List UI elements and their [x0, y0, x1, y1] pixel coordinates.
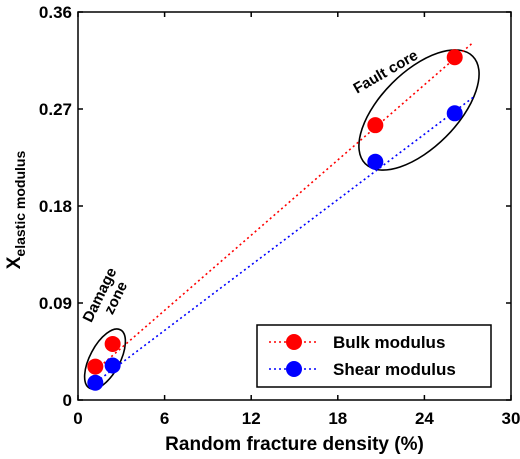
legend-marker	[286, 361, 302, 377]
x-axis-title: Random fracture density (%)	[165, 434, 424, 455]
damage-zone-ellipse	[83, 328, 127, 390]
legend: Bulk modulus Shear modulus	[256, 324, 492, 388]
x-tick-label: 24	[415, 409, 434, 428]
y-tick-label: 0	[63, 391, 72, 410]
trend-lines	[91, 41, 474, 386]
y-axis-title-sub: elastic modulus	[12, 151, 28, 257]
x-tick-label: 18	[328, 409, 347, 428]
data-point	[446, 49, 463, 66]
legend-label: Bulk modulus	[333, 333, 445, 352]
y-tick-label: 0.09	[39, 294, 72, 313]
y-tick-label: 0.27	[39, 100, 72, 119]
legend-label: Shear modulus	[333, 360, 456, 379]
data-point	[87, 358, 104, 375]
y-tick-label: 0.36	[39, 3, 72, 22]
legend-marker	[286, 334, 302, 350]
trend-line	[91, 41, 474, 374]
data-point	[87, 374, 104, 391]
fault-core-ellipse	[358, 49, 480, 171]
data-point	[104, 335, 121, 352]
y-axis-title-main: X	[4, 256, 25, 269]
data-point	[104, 357, 121, 374]
y-axis-title: Xelastic modulus	[4, 151, 28, 270]
x-tick-label: 0	[73, 409, 82, 428]
x-tick-label: 30	[502, 409, 520, 428]
data-point	[446, 105, 463, 122]
data-points	[87, 49, 463, 391]
data-point	[367, 117, 384, 134]
y-axis-title-group: Xelastic modulus	[4, 151, 28, 270]
axis-ticks: 0 6 12 18 24 30 0 0.09 0.18 0.27 0.36	[39, 3, 520, 428]
x-tick-label: 6	[160, 409, 169, 428]
data-point	[367, 153, 384, 170]
x-tick-label: 12	[242, 409, 261, 428]
y-tick-label: 0.18	[39, 197, 72, 216]
